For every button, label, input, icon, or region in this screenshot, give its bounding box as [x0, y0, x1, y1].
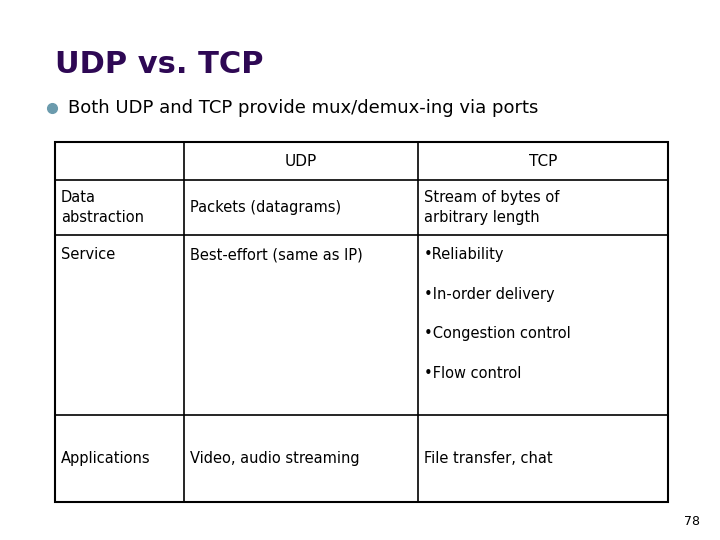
Text: Applications: Applications — [61, 451, 150, 466]
Text: Packets (datagrams): Packets (datagrams) — [190, 200, 341, 215]
Text: Best-effort (same as IP): Best-effort (same as IP) — [190, 247, 363, 262]
Text: 78: 78 — [684, 515, 700, 528]
Text: File transfer, chat: File transfer, chat — [424, 451, 553, 466]
Text: UDP vs. TCP: UDP vs. TCP — [55, 50, 264, 79]
Text: Video, audio streaming: Video, audio streaming — [190, 451, 359, 466]
Text: Both UDP and TCP provide mux/demux-ing via ports: Both UDP and TCP provide mux/demux-ing v… — [68, 99, 539, 117]
Text: Data
abstraction: Data abstraction — [61, 190, 144, 225]
Text: Service: Service — [61, 247, 115, 262]
Text: TCP: TCP — [528, 153, 557, 168]
Text: UDP: UDP — [285, 153, 317, 168]
Text: Stream of bytes of
arbitrary length: Stream of bytes of arbitrary length — [424, 190, 559, 225]
Text: •Reliability

•In-order delivery

•Congestion control

•Flow control: •Reliability •In-order delivery •Congest… — [424, 247, 571, 381]
Bar — [55, 142, 668, 502]
